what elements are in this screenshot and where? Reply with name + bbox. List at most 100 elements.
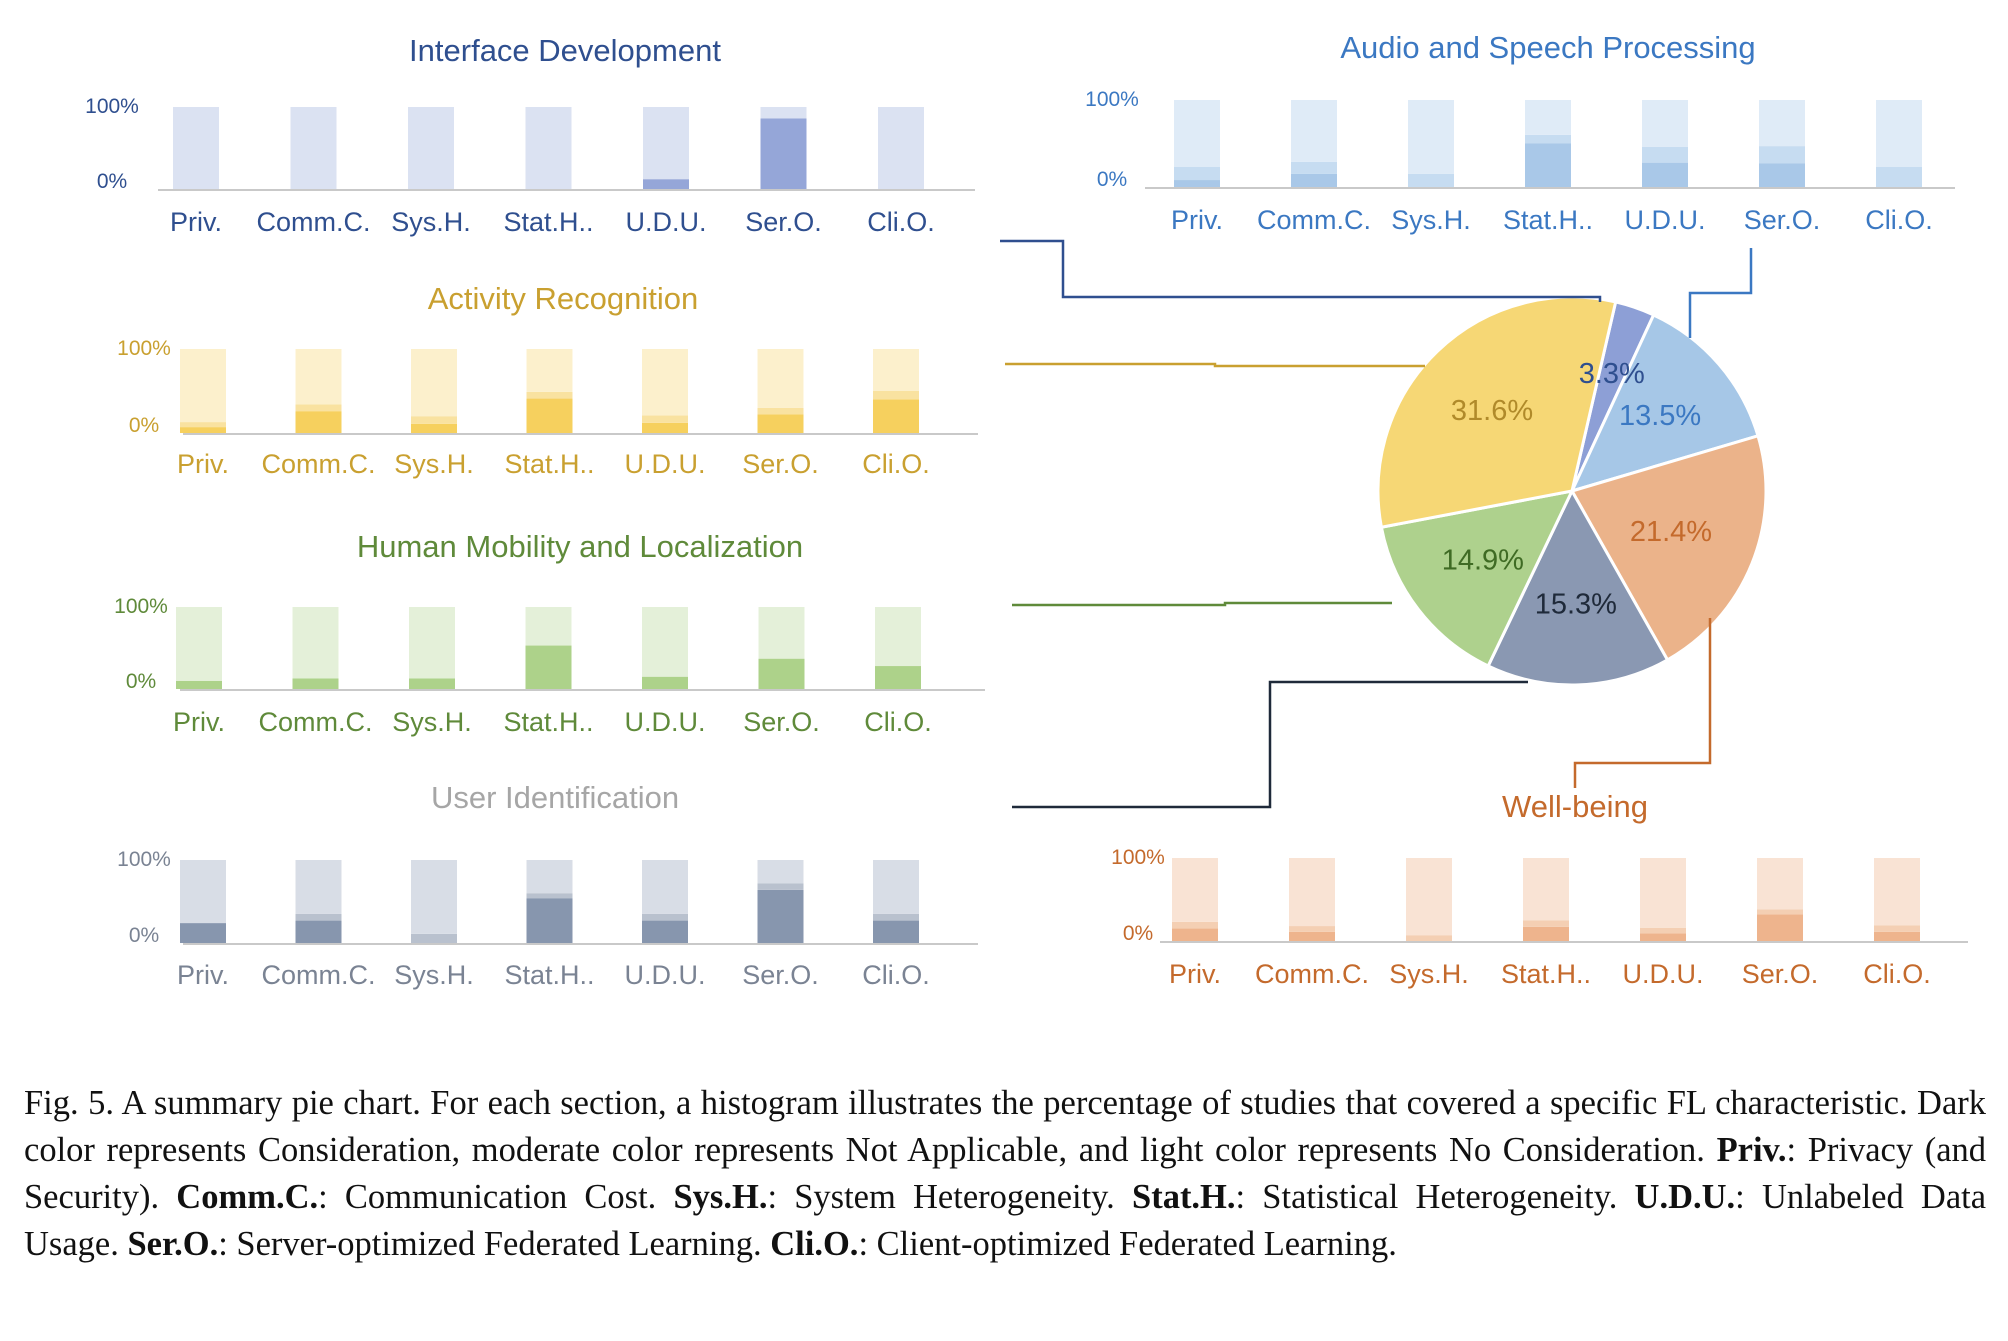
bar-chart-audio-and-speech-processing: Audio and Speech Processing 100% 0% Priv. Co… xyxy=(1085,30,1955,235)
bar-no-consideration xyxy=(642,607,688,677)
bar-no-consideration xyxy=(873,860,919,914)
bar-no-consideration xyxy=(1759,100,1805,147)
x-tick-label: U.D.U. xyxy=(1625,205,1706,235)
bar-no-consideration xyxy=(180,349,226,423)
bar-no-consideration xyxy=(1757,858,1803,910)
bar-consideration xyxy=(1523,926,1569,941)
caption-abbr-meaning: : Communication Cost. xyxy=(318,1178,657,1216)
x-tick-label: Ser.O. xyxy=(743,707,820,737)
caption-abbr-meaning: : Privacy (and Security). xyxy=(24,1131,1987,1216)
bar-no-consideration xyxy=(642,349,688,416)
bar-no-consideration xyxy=(1172,858,1218,922)
bar-consideration xyxy=(642,920,688,943)
connector-line xyxy=(1573,618,1712,788)
bar-consideration xyxy=(526,398,573,433)
caption-abbr: Priv. xyxy=(1716,1131,1787,1169)
pie-data-label: 13.5% xyxy=(1619,400,1701,432)
x-tick-label: Priv. xyxy=(170,207,222,237)
x-tick-label: Ser.O. xyxy=(742,960,819,990)
bar-no-consideration xyxy=(295,860,342,914)
bar-no-consideration xyxy=(525,607,572,646)
bar-no-consideration xyxy=(1408,100,1454,174)
caption-abbr: Comm.C. xyxy=(176,1178,319,1216)
bar-consideration xyxy=(757,414,804,433)
bar-not-applicable xyxy=(873,913,919,921)
bar-no-consideration xyxy=(1876,100,1922,167)
bar-consideration xyxy=(873,920,919,943)
bar-not-applicable xyxy=(1757,909,1803,915)
bar-consideration xyxy=(642,676,688,689)
x-tick-label: Priv. xyxy=(177,449,229,479)
x-tick-label: Cli.O. xyxy=(864,707,932,737)
x-tick-label: U.D.U. xyxy=(626,207,707,237)
bar-no-consideration xyxy=(290,107,337,189)
bar-no-consideration xyxy=(408,107,454,189)
bar-consideration xyxy=(757,889,804,943)
bar-no-consideration xyxy=(878,107,924,189)
bar-no-consideration xyxy=(180,860,226,924)
caption-abbreviations: Priv.: Privacy (and Security). Comm.C.: … xyxy=(24,1131,1986,1263)
bar-not-applicable xyxy=(411,933,457,943)
bar-chart-human-mobility-and-localization: Human Mobility and Localization 100% 0% Pri… xyxy=(114,529,985,737)
x-tick-label: Ser.O. xyxy=(745,207,822,237)
x-tick-label: Priv. xyxy=(1169,959,1221,989)
x-tick-label: Cli.O. xyxy=(1865,205,1933,235)
bar-not-applicable xyxy=(1408,173,1454,187)
y-tick-label: 100% xyxy=(117,848,171,871)
bar-no-consideration xyxy=(173,107,219,189)
bar-consideration xyxy=(526,898,573,943)
bar-no-consideration xyxy=(295,349,342,405)
bar-consideration xyxy=(1291,173,1337,187)
bar-no-consideration xyxy=(292,607,339,679)
figure-caption: Fig. 5. A summary pie chart. For each se… xyxy=(24,1080,1986,1268)
x-tick-label: Comm.C. xyxy=(262,449,376,479)
connector-line xyxy=(1688,248,1753,338)
x-tick-label: Stat.H.. xyxy=(1503,205,1593,235)
bar-no-consideration xyxy=(643,107,689,180)
bar-chart-interface-development: Interface Development 100% 0% Priv. Comm.C. S… xyxy=(85,33,975,237)
bar-no-consideration xyxy=(526,349,573,392)
y-tick-label: 0% xyxy=(126,670,156,693)
bar-no-consideration xyxy=(1874,858,1920,926)
bar-not-applicable xyxy=(180,422,226,428)
chart-title: Activity Recognition xyxy=(428,281,699,316)
bar-not-applicable xyxy=(1174,166,1220,181)
bar-not-applicable xyxy=(1876,166,1922,187)
bar-consideration xyxy=(411,423,457,433)
chart-title: Human Mobility and Localization xyxy=(357,529,803,564)
pie-slice xyxy=(1569,433,1768,662)
bar-not-applicable xyxy=(1523,920,1569,927)
bar-not-applicable xyxy=(411,416,457,424)
x-tick-label: Sys.H. xyxy=(394,960,474,990)
bar-not-applicable xyxy=(526,391,573,399)
bar-not-applicable xyxy=(1291,161,1337,174)
bar-consideration xyxy=(176,680,222,689)
y-tick-label: 100% xyxy=(85,95,139,118)
connector-line xyxy=(1012,680,1528,809)
caption-abbr-meaning: : Client-optimized Federated Learning. xyxy=(858,1225,1397,1263)
bar-no-consideration xyxy=(526,860,573,894)
bar-not-applicable xyxy=(1759,146,1805,164)
bar-consideration xyxy=(873,399,919,433)
bar-no-consideration xyxy=(760,107,807,119)
caption-abbr-meaning: : Statistical Heterogeneity. xyxy=(1235,1178,1618,1216)
bar-not-applicable xyxy=(757,407,804,415)
bar-not-applicable xyxy=(873,391,919,400)
bar-consideration xyxy=(1174,180,1220,187)
x-tick-label: Comm.C. xyxy=(257,207,371,237)
x-tick-label: Comm.C. xyxy=(262,960,376,990)
bar-not-applicable xyxy=(1525,134,1571,144)
pie-data-label: 15.3% xyxy=(1535,588,1617,620)
bar-consideration xyxy=(1757,914,1803,941)
x-tick-label: U.D.U. xyxy=(625,960,706,990)
bar-consideration xyxy=(525,645,572,689)
caption-abbr: Ser.O. xyxy=(127,1225,219,1263)
x-tick-label: U.D.U. xyxy=(625,707,706,737)
bar-consideration xyxy=(1759,163,1805,187)
bar-consideration xyxy=(180,923,226,943)
bar-no-consideration xyxy=(642,860,688,914)
pie-data-label: 21.4% xyxy=(1630,516,1712,548)
bar-not-applicable xyxy=(642,913,688,921)
x-tick-label: Comm.C. xyxy=(1255,959,1369,989)
bar-no-consideration xyxy=(758,607,805,659)
